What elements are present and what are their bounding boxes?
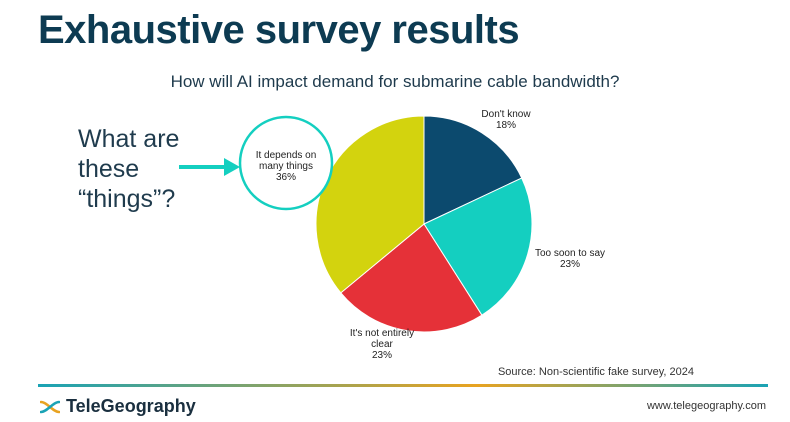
telegeography-logo-icon (40, 400, 60, 413)
callout-line: “things”? (78, 185, 176, 213)
callout-question: What are these “things”? (78, 124, 218, 214)
pie-slice-label: It's not entirely clear 23% (350, 328, 414, 361)
pie-slice-label: Too soon to say 23% (535, 248, 605, 270)
pie-slice-label: Don't know 18% (481, 109, 531, 131)
slide-title: Exhaustive survey results (38, 8, 520, 52)
pie-chart: Don't know 18% Too soon to say 23% It's not … (179, 109, 605, 361)
callout-line: What are (78, 125, 180, 153)
website-link[interactable]: www.telegeography.com (646, 400, 766, 412)
chart-title: How will AI impact demand for submarine … (170, 72, 620, 91)
highlight-circle (238, 115, 334, 211)
callout-arrow (179, 158, 240, 176)
pie-labels: Don't know 18% Too soon to say 23% It's not … (256, 109, 605, 361)
pie-slice-label: It depends on many things 36% (256, 150, 317, 183)
pie-slices (315, 115, 533, 333)
pie-slice (340, 223, 483, 333)
telegeography-logo[interactable]: TeleGeography (40, 396, 196, 417)
source-note: Source: Non-scientific fake survey, 2024 (497, 366, 694, 378)
footer-rule (38, 384, 768, 387)
pie-slice (423, 177, 533, 316)
logo-text: TeleGeography (66, 396, 196, 416)
pie-slice (423, 115, 523, 225)
callout-line: these (78, 155, 140, 183)
